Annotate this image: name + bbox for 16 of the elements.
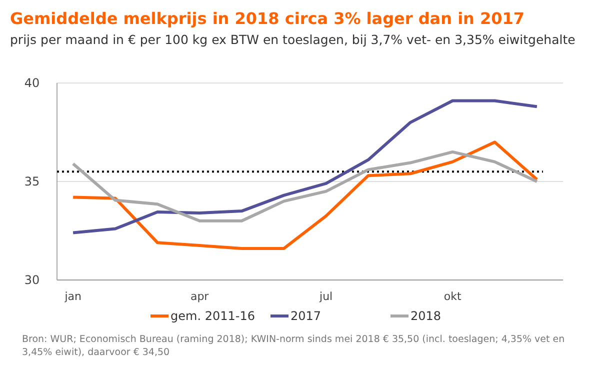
- x-tick-label: apr: [190, 290, 210, 303]
- legend-label: gem. 2011-16: [170, 309, 255, 324]
- legend-label: 2017: [290, 309, 322, 324]
- text: Bron: WUR; Economisch Bureau (raming 2018); KWIN-norm sinds mei 2018 € 35,50 (incl. toeslagen; 4,35% vet en 3,45% eiwit), daarvoor € 34,50: [22, 333, 566, 359]
- y-tick-label: 35: [24, 174, 40, 189]
- legend-label: 2018: [410, 309, 442, 324]
- line-series: [72, 140, 538, 250]
- x-tick-label: okt: [444, 290, 462, 303]
- y-tick-label: 40: [24, 76, 40, 90]
- x-tick-label: jul: [318, 290, 333, 303]
- line-series: [72, 150, 538, 222]
- x-tick-label: jan: [64, 290, 82, 303]
- chart-title: Gemiddelde melkprijs in 2018 circa 3% lager dan in 2017: [10, 9, 525, 28]
- y-tick-label: 30: [24, 273, 40, 288]
- chart-subtitle: prijs per maand in € per 100 kg ex BTW en toeslagen, bij 3,7% vet- en 3,35% eiwitgehalte: [10, 32, 576, 47]
- line-series: [72, 99, 538, 234]
